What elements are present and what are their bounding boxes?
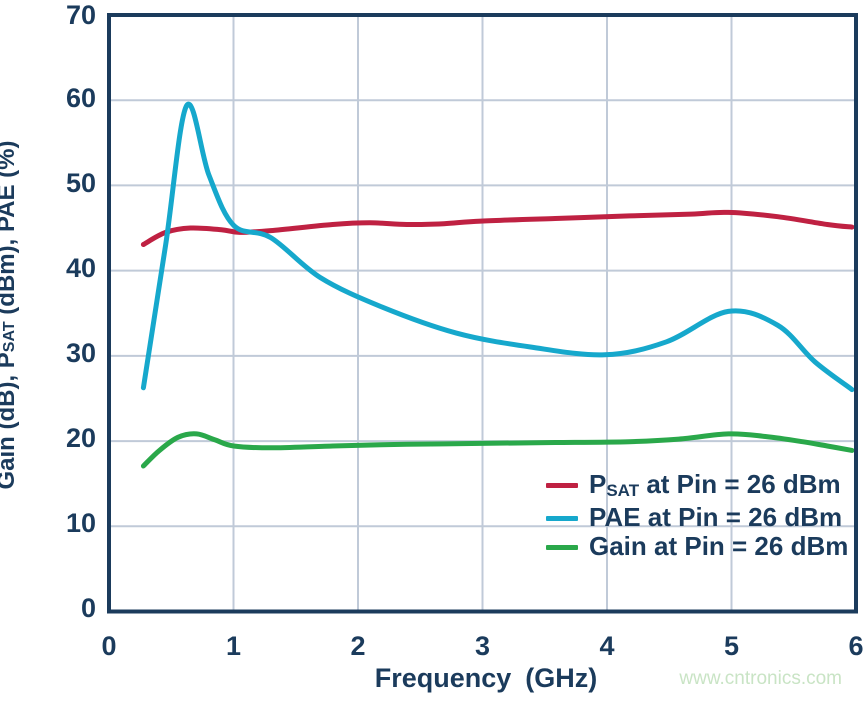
svg-text:5: 5 <box>724 631 739 661</box>
svg-text:Frequency(GHz): Frequency (GHz) <box>375 663 598 693</box>
svg-text:70: 70 <box>66 0 96 30</box>
svg-text:4: 4 <box>599 631 614 661</box>
svg-text:30: 30 <box>66 338 96 368</box>
svg-text:2: 2 <box>350 631 365 661</box>
svg-text:0: 0 <box>81 593 96 623</box>
svg-text:3: 3 <box>475 631 490 661</box>
svg-text:60: 60 <box>66 83 96 113</box>
svg-text:20: 20 <box>66 423 96 453</box>
svg-text:40: 40 <box>66 253 96 283</box>
svg-text:0: 0 <box>101 631 116 661</box>
svg-text:6: 6 <box>848 631 863 661</box>
svg-text:www.cntronics.com: www.cntronics.com <box>678 668 842 689</box>
svg-text:50: 50 <box>66 168 96 198</box>
svg-text:1: 1 <box>226 631 241 661</box>
svg-text:10: 10 <box>66 508 96 538</box>
